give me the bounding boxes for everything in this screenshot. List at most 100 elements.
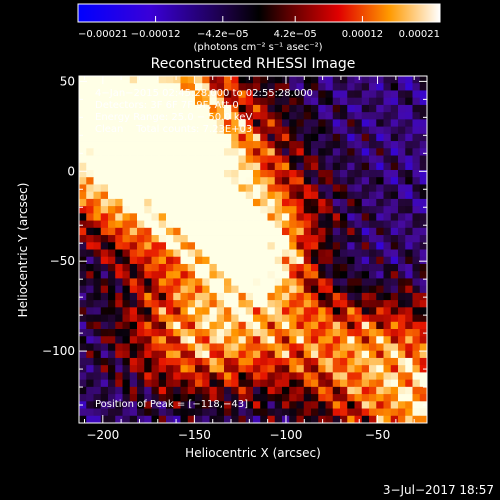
heatmap-cell xyxy=(238,206,247,214)
heatmap-cell xyxy=(361,119,370,128)
heatmap-cell xyxy=(318,307,326,315)
heatmap-cell xyxy=(122,177,131,185)
heatmap-cell xyxy=(325,227,334,236)
heatmap-cell xyxy=(137,401,145,409)
heatmap-cell xyxy=(376,343,384,352)
heatmap-cell xyxy=(340,285,348,294)
heatmap-cell xyxy=(122,300,131,308)
heatmap-cell xyxy=(311,300,319,308)
heatmap-cell xyxy=(202,307,210,315)
heatmap-cell xyxy=(115,263,123,272)
heatmap-cell xyxy=(158,357,167,366)
heatmap-cell xyxy=(202,357,210,366)
heatmap-cell xyxy=(419,379,427,388)
heatmap-cell xyxy=(195,307,203,315)
heatmap-cell xyxy=(108,235,116,243)
heatmap-cell xyxy=(318,155,326,164)
heatmap-cell xyxy=(166,350,174,359)
heatmap-cell xyxy=(100,213,109,221)
heatmap-cell xyxy=(129,343,138,352)
heatmap-cell xyxy=(369,307,377,315)
heatmap-cell xyxy=(419,206,427,214)
heatmap-cell xyxy=(289,155,297,164)
heatmap-cell xyxy=(398,285,406,294)
heatmap-cell xyxy=(282,148,290,156)
heatmap-cell xyxy=(224,271,232,279)
heatmap-cell xyxy=(405,408,413,417)
heatmap-cell xyxy=(115,321,123,330)
heatmap-cell xyxy=(216,206,225,214)
heatmap-cell xyxy=(412,141,421,149)
heatmap-cell xyxy=(282,350,290,359)
heatmap-cell xyxy=(195,278,203,287)
heatmap-cell xyxy=(390,83,399,91)
heatmap-cell xyxy=(376,249,384,258)
heatmap-cell xyxy=(108,184,116,193)
heatmap-cell xyxy=(100,90,109,99)
heatmap-cell xyxy=(383,343,392,352)
heatmap-cell xyxy=(361,271,370,279)
heatmap-cell xyxy=(187,415,196,423)
heatmap-cell xyxy=(158,213,167,221)
heatmap-cell xyxy=(274,220,283,229)
heatmap-cell xyxy=(398,148,406,156)
plot-timestamp: 3−Jul−2017 18:57 xyxy=(383,483,494,497)
heatmap-cell xyxy=(93,401,102,409)
heatmap-cell xyxy=(195,104,203,113)
heatmap-cell xyxy=(253,155,261,164)
heatmap-cell xyxy=(274,112,283,120)
heatmap-cell xyxy=(311,191,319,200)
heatmap-cell xyxy=(390,104,399,113)
heatmap-cell xyxy=(253,401,261,409)
y-tick-label: −50 xyxy=(50,254,75,268)
heatmap-cell xyxy=(245,292,254,301)
heatmap-cell xyxy=(166,155,174,164)
heatmap-cell xyxy=(311,249,319,258)
heatmap-cell xyxy=(144,372,152,381)
heatmap-cell xyxy=(209,357,218,366)
heatmap-cell xyxy=(361,177,370,185)
heatmap-cell xyxy=(180,198,189,207)
heatmap-cell xyxy=(383,336,392,344)
heatmap-cell xyxy=(209,112,218,120)
heatmap-cell xyxy=(361,386,370,395)
heatmap-cell xyxy=(166,191,174,200)
heatmap-cell xyxy=(405,126,413,135)
heatmap-cell xyxy=(311,415,319,423)
heatmap-cell xyxy=(180,408,189,417)
heatmap-cell xyxy=(282,249,290,258)
heatmap-cell xyxy=(311,235,319,243)
heatmap-cell xyxy=(100,184,109,193)
heatmap-cell xyxy=(376,112,384,120)
heatmap-cell xyxy=(369,242,377,250)
heatmap-cell xyxy=(296,177,305,185)
heatmap-cell xyxy=(100,314,109,323)
heatmap-cell xyxy=(253,148,261,156)
heatmap-cell xyxy=(419,372,427,381)
heatmap-cell xyxy=(267,119,276,128)
heatmap-cell xyxy=(390,220,399,229)
heatmap-cell xyxy=(224,97,232,106)
x-axis-label: Heliocentric X (arcsec) xyxy=(185,446,321,460)
heatmap-cell xyxy=(383,184,392,193)
heatmap-cell xyxy=(361,307,370,315)
heatmap-cell xyxy=(209,386,218,395)
heatmap-cell xyxy=(332,271,341,279)
heatmap-cell xyxy=(398,83,406,91)
heatmap-cell xyxy=(108,256,116,265)
heatmap-cell xyxy=(303,227,312,236)
heatmap-cell xyxy=(311,133,319,142)
heatmap-cell xyxy=(209,408,218,417)
heatmap-cell xyxy=(383,263,392,272)
heatmap-cell xyxy=(93,350,102,359)
heatmap-cell xyxy=(202,220,210,229)
heatmap-cell xyxy=(115,415,123,423)
heatmap-cell xyxy=(253,408,261,417)
y-tick-label: 50 xyxy=(60,74,75,88)
heatmap-cell xyxy=(412,379,421,388)
heatmap-cell xyxy=(311,408,319,417)
heatmap-cell xyxy=(137,415,145,423)
heatmap-cell xyxy=(311,357,319,366)
heatmap-cell xyxy=(224,184,232,193)
heatmap-cell xyxy=(282,119,290,128)
